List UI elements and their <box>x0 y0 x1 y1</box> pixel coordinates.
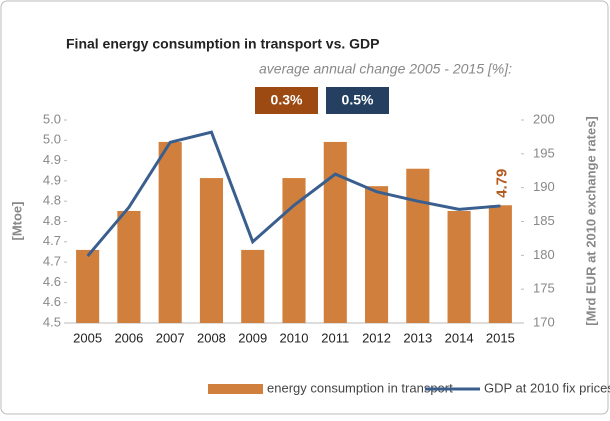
y-tick-label: 4.7 <box>43 254 61 269</box>
chart-title: Final energy consumption in transport vs… <box>66 36 380 52</box>
y-tick-label: 4.8 <box>43 213 61 228</box>
y2-tick-label: 175 <box>533 281 555 296</box>
bar <box>76 249 100 323</box>
y2-axis-label: [Mrd EUR at 2010 exchange rates] <box>583 116 598 326</box>
bar <box>447 210 471 323</box>
annotation-box <box>326 87 389 114</box>
y-axis-label: [Mtoe] <box>9 202 24 241</box>
bar <box>282 178 306 323</box>
y-tick-label: 4.9 <box>43 172 61 187</box>
legend-label: GDP at 2010 fix prices <box>484 380 610 395</box>
x-tick-label: 2007 <box>156 330 185 345</box>
x-tick-label: 2012 <box>362 330 391 345</box>
y2-tick-label: 170 <box>533 314 555 329</box>
y-tick-label: 5.0 <box>43 111 61 126</box>
y2-tick-label: 180 <box>533 247 555 262</box>
y-tick-label: 5.0 <box>43 132 61 147</box>
bar <box>241 249 265 323</box>
bar <box>199 178 224 323</box>
y2-tick-label: 195 <box>533 145 555 160</box>
data-label: 4.79 <box>493 169 510 198</box>
bar <box>406 168 430 323</box>
y2-tick-label: 190 <box>533 179 555 194</box>
x-tick-label: 2008 <box>197 330 226 345</box>
y-tick-label: 4.5 <box>43 314 61 329</box>
y2-tick-label: 185 <box>533 213 555 228</box>
y-tick-label: 4.6 <box>43 274 61 289</box>
annotation-box <box>255 87 318 114</box>
y-tick-label: 4.6 <box>43 294 61 309</box>
y2-tick-label: 200 <box>533 111 555 126</box>
bar <box>158 141 182 323</box>
x-tick-label: 2014 <box>445 330 474 345</box>
y-tick-label: 4.8 <box>43 193 61 208</box>
x-tick-label: 2010 <box>280 330 309 345</box>
y-tick-label: 4.7 <box>43 233 61 248</box>
annotation-text: 0.3% <box>271 92 303 108</box>
bar <box>323 141 347 323</box>
x-tick-label: 2005 <box>73 330 102 345</box>
y-tick-label: 4.9 <box>43 152 61 167</box>
x-tick-label: 2009 <box>238 330 267 345</box>
subtitle: average annual change 2005 - 2015 [%]: <box>259 61 512 77</box>
line <box>86 130 501 257</box>
bar <box>117 210 141 323</box>
bar <box>488 205 512 323</box>
legend-label: energy consumption in transport <box>267 380 453 395</box>
x-tick-label: 2015 <box>486 330 515 345</box>
bar <box>364 186 389 323</box>
legend-swatch <box>208 384 263 394</box>
annotation-text: 0.5% <box>342 92 374 108</box>
x-tick-label: 2013 <box>403 330 432 345</box>
x-tick-label: 2006 <box>114 330 143 345</box>
x-tick-label: 2011 <box>321 330 349 345</box>
